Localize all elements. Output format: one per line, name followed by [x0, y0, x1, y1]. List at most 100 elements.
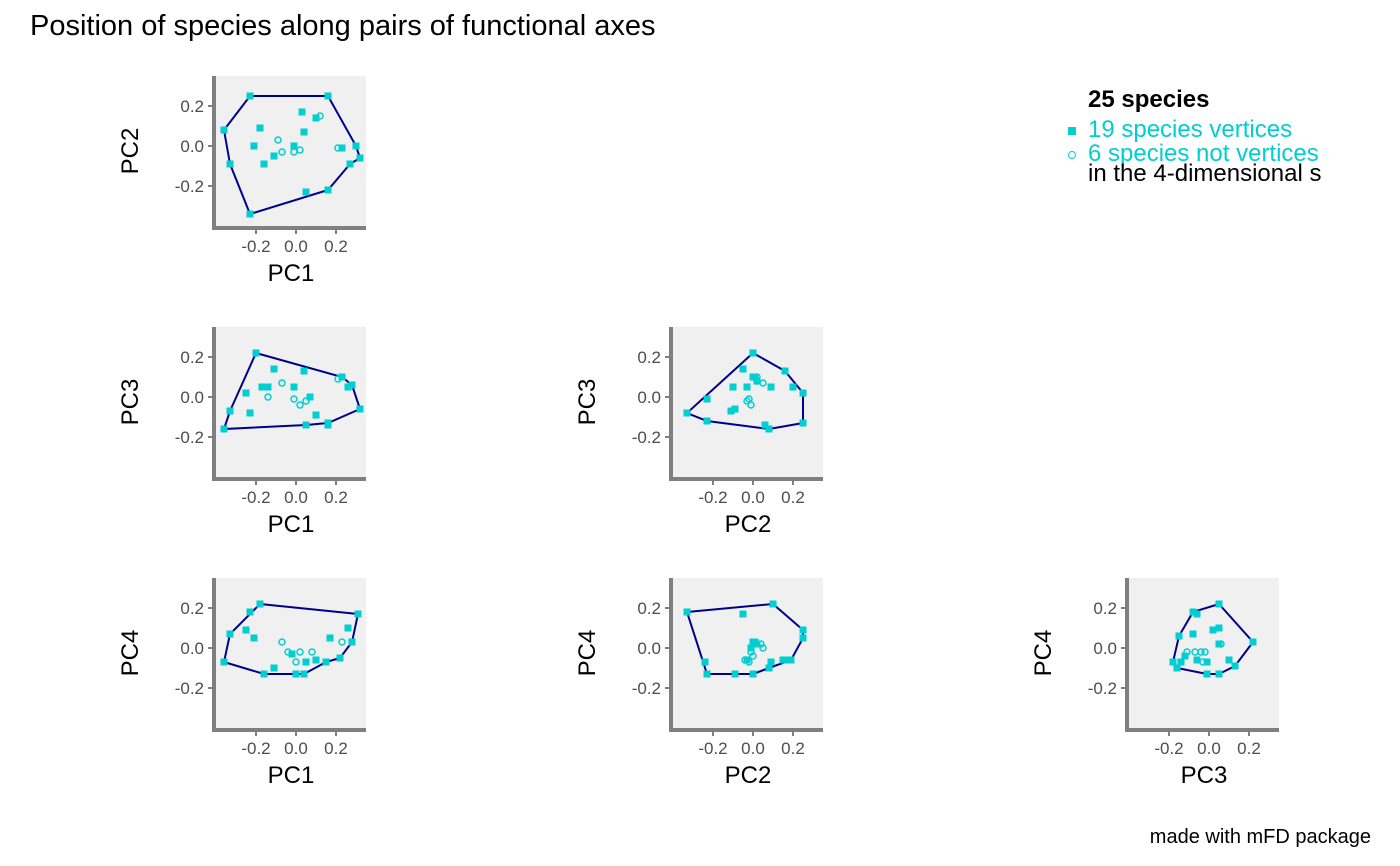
vertex-point — [256, 600, 264, 608]
convex-hull — [1171, 602, 1255, 675]
legend-note: in the 4-dimensional s — [1088, 160, 1322, 187]
vertex-point — [703, 670, 711, 678]
nonvertex-point — [1217, 640, 1225, 648]
vertex-point — [1169, 658, 1177, 666]
nonvertex-point — [290, 148, 298, 156]
x-tick-label: 0.0 — [284, 488, 308, 507]
vertex-point — [739, 610, 747, 618]
x-tick-label: 0.0 — [1197, 739, 1221, 758]
convex-hull — [222, 95, 362, 216]
nonvertex-point — [264, 393, 272, 401]
vertex-point — [250, 634, 258, 642]
nonvertex-point — [274, 136, 282, 144]
vertex-point — [683, 409, 691, 417]
x-tick-label: -0.2 — [1154, 739, 1183, 758]
nonvertex-point — [290, 395, 298, 403]
vertex-point — [683, 608, 691, 616]
vertex-point — [767, 658, 775, 666]
nonvertex-point — [747, 401, 755, 409]
vertex-point — [1193, 610, 1201, 618]
vertex-point — [324, 92, 332, 100]
vertex-point — [306, 393, 314, 401]
convex-hull — [222, 602, 360, 675]
vertex-point — [789, 383, 797, 391]
vertex-point — [743, 383, 751, 391]
vertex-point — [324, 186, 332, 194]
y-axis-title: PC4 — [117, 630, 144, 677]
vertex-point — [348, 638, 356, 646]
x-axis-title: PC2 — [725, 511, 772, 538]
vertex-point — [1215, 670, 1223, 678]
x-tick-label: 0.2 — [324, 488, 348, 507]
x-tick-label: 0.2 — [324, 739, 348, 758]
vertex-point — [749, 349, 757, 357]
vertex-point — [1181, 652, 1189, 660]
y-tick-label: 0.0 — [637, 388, 661, 407]
y-tick-label: 0.0 — [1093, 639, 1117, 658]
vertex-point — [270, 152, 278, 160]
vertex-point — [739, 365, 747, 373]
vertex-point — [220, 658, 228, 666]
vertex-point — [290, 142, 298, 150]
vertex-point — [1249, 638, 1257, 646]
vertex-point — [324, 421, 332, 429]
nonvertex-point — [753, 373, 761, 381]
x-tick-label: -0.2 — [241, 237, 270, 256]
vertex-point — [344, 624, 352, 632]
y-axis-title: PC3 — [574, 379, 601, 426]
x-tick-label: 0.2 — [324, 237, 348, 256]
vertex-point — [290, 383, 298, 391]
vertex-point — [302, 188, 310, 196]
vertex-point — [252, 349, 260, 357]
vertex-point — [300, 670, 308, 678]
y-axis-title: PC4 — [574, 630, 601, 677]
x-tick-label: 0.0 — [741, 488, 765, 507]
vertex-point — [781, 367, 789, 375]
vertex-point — [753, 377, 761, 385]
nonvertex-point — [753, 377, 761, 385]
y-tick-label: 0.2 — [1093, 599, 1117, 618]
vertex-point — [226, 630, 234, 638]
nonvertex-point — [292, 658, 300, 666]
x-tick-label: 0.0 — [741, 739, 765, 758]
nonvertex-point — [741, 656, 749, 664]
nonvertex-point — [759, 644, 767, 652]
vertex-point — [356, 154, 364, 162]
y-axis-title: PC4 — [1030, 630, 1057, 677]
y-tick-label: -0.2 — [175, 177, 204, 196]
x-tick-label: 0.2 — [781, 488, 805, 507]
vertex-point — [765, 425, 773, 433]
x-axis-title: PC1 — [268, 260, 315, 287]
vertex-point — [1189, 608, 1197, 616]
panel-pc2-pc4: -0.2 -0.2 0.0 0.0 0.2 0.2 PC2 PC4 — [574, 578, 823, 789]
caption: made with mFD package — [1149, 826, 1371, 848]
legend-vertices-label: 19 species vertices — [1088, 116, 1293, 143]
vertex-point — [258, 383, 266, 391]
vertex-point — [226, 407, 234, 415]
x-tick-label: -0.2 — [698, 739, 727, 758]
nonvertex-point — [1199, 658, 1207, 666]
vertex-point — [765, 664, 773, 672]
vertex-point — [270, 664, 278, 672]
vertex-point — [1175, 632, 1183, 640]
panel-pc3-pc4: -0.2 -0.2 0.0 0.0 0.2 0.2 PC3 PC4 — [1030, 578, 1279, 789]
nonvertex-point — [334, 144, 342, 152]
nonvertex-point — [316, 112, 324, 120]
panel-pc1-pc2: -0.2 -0.2 0.0 0.0 0.2 0.2 PC1 PC2 — [117, 76, 366, 287]
legend-item-vertices: 19 species vertices — [1068, 118, 1292, 142]
nonvertex-point — [302, 397, 310, 405]
y-tick-label: -0.2 — [175, 679, 204, 698]
nonvertex-point — [278, 379, 286, 387]
nonvertex-point — [743, 397, 751, 405]
legend: 25 species 19 species vertices 6 species… — [1068, 86, 1400, 196]
vertex-point — [799, 389, 807, 397]
vertex-point — [799, 419, 807, 427]
x-axis-title: PC1 — [268, 762, 315, 789]
y-tick-label: -0.2 — [1088, 679, 1117, 698]
vertex-point — [298, 108, 306, 116]
nonvertex-point — [1201, 648, 1209, 656]
vertex-point — [246, 210, 254, 218]
y-tick-label: 0.0 — [180, 137, 204, 156]
nonvertex-point — [296, 401, 304, 409]
vertex-point — [260, 160, 268, 168]
